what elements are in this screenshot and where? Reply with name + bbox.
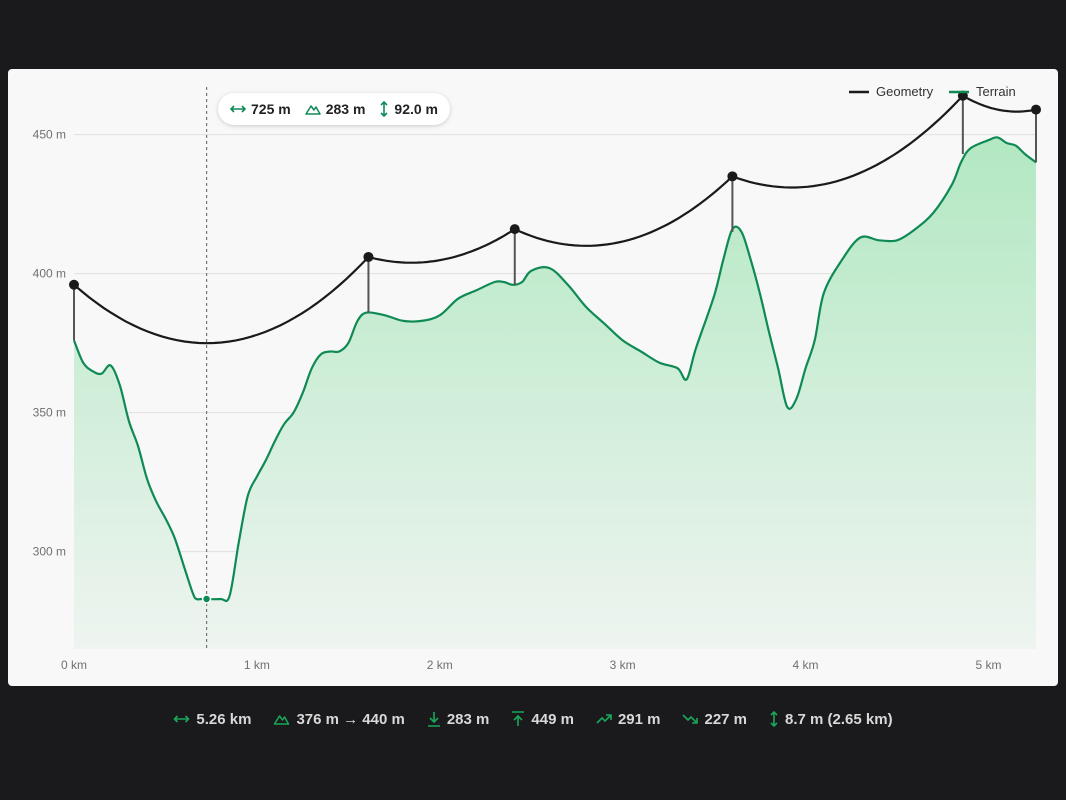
stat-min-value: 283 m <box>446 710 490 728</box>
geometry-vertex <box>69 279 79 290</box>
y-tick-label: 450 m <box>33 128 66 142</box>
x-tick-label: 5 km <box>975 658 1001 672</box>
cursor-point <box>201 594 212 604</box>
stat-ascent: 291 m <box>596 710 661 728</box>
stat-max-elevation: 449 m <box>511 711 574 728</box>
geometry-span <box>368 228 516 264</box>
geometry-vertex <box>727 171 738 182</box>
geometry-span <box>514 175 734 247</box>
tooltip-elevation: 283 m <box>304 101 366 117</box>
trending-up-icon <box>596 713 612 725</box>
y-tick-label: 300 m <box>33 545 66 559</box>
stat-elevation-range: 376 m → 440 m <box>273 710 405 728</box>
chart-panel: 300 m 350 m 400 m 450 m 0 km 1 km 2 km 3 km 4 k… <box>8 69 1058 686</box>
geometry-span <box>962 94 1037 113</box>
geometry-vertex <box>509 224 520 235</box>
x-tick-label: 3 km <box>610 658 636 672</box>
trending-down-icon <box>682 713 699 725</box>
terrain-area <box>74 137 1036 649</box>
x-tick-label: 0 km <box>61 658 87 672</box>
stat-ascent-value: 291 m <box>617 710 661 728</box>
x-tick-label: 2 km <box>427 658 453 672</box>
stat-distance-value: 5.26 km <box>196 710 252 728</box>
stat-elevation-range-value: 376 m → 440 m <box>296 710 405 728</box>
mountain-icon <box>273 713 290 725</box>
stat-min-elevation: 283 m <box>427 710 490 728</box>
horizontal-arrows-icon <box>173 713 191 725</box>
geometry-span <box>732 94 964 189</box>
geometry-vertex <box>1031 104 1041 115</box>
vertical-arrows-icon <box>379 101 389 117</box>
x-tick-label: 1 km <box>244 658 270 672</box>
legend-geometry-label: Geometry <box>876 84 934 99</box>
horizontal-arrows-icon <box>230 103 246 115</box>
hover-tooltip: 725 m 283 m 92.0 m <box>218 93 450 125</box>
y-tick-label: 350 m <box>33 406 66 420</box>
stat-clearance: 8.7 m (2.65 km) <box>769 711 893 728</box>
chart-legend: Geometry Terrain <box>849 84 1016 99</box>
stat-descent-value: 227 m <box>704 710 748 728</box>
arrow-up-to-line-icon <box>511 711 525 727</box>
legend-terrain-label: Terrain <box>976 84 1016 99</box>
tooltip-clearance: 92.0 m <box>379 101 438 117</box>
geometry-vertex <box>363 251 374 262</box>
mountain-icon <box>304 103 321 115</box>
stat-clearance-value: 8.7 m (2.65 km) <box>785 710 893 728</box>
x-tick-label: 4 km <box>793 658 819 672</box>
terrain-line <box>72 136 1037 603</box>
y-tick-label: 400 m <box>33 267 66 281</box>
tooltip-distance-value: 725 m <box>251 101 291 117</box>
tooltip-distance: 725 m <box>230 101 291 117</box>
tooltip-clearance-value: 92.0 m <box>394 101 438 117</box>
tooltip-elevation-value: 283 m <box>325 101 366 117</box>
stats-bar: 5.26 km 376 m → 440 m 283 m 449 m 291 m … <box>0 706 1066 732</box>
arrow-down-to-line-icon <box>427 711 441 727</box>
stat-descent: 227 m <box>682 711 747 728</box>
stat-distance: 5.26 km <box>173 711 251 728</box>
elevation-chart: 300 m 350 m 400 m 450 m 0 km 1 km 2 km 3 km 4 k… <box>33 84 1041 672</box>
vertical-arrows-icon <box>769 711 779 727</box>
stat-max-value: 449 m <box>531 710 574 728</box>
geometry-span <box>73 256 370 345</box>
